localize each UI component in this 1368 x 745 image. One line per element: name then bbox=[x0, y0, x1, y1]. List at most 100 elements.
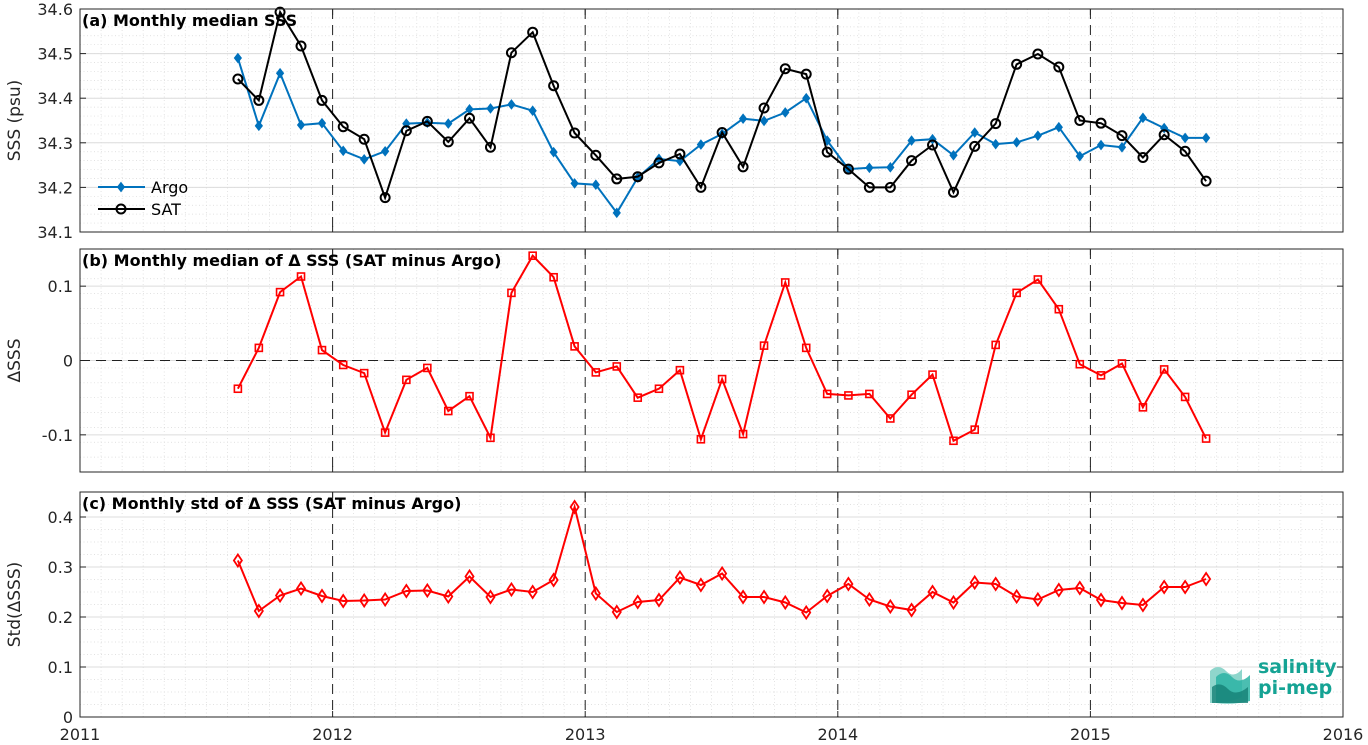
data-point bbox=[1032, 48, 1044, 60]
data-point bbox=[927, 584, 938, 600]
data-point bbox=[1201, 434, 1211, 443]
data-point bbox=[1180, 132, 1190, 144]
data-point bbox=[337, 121, 349, 133]
data-point bbox=[907, 390, 916, 399]
data-point bbox=[907, 135, 916, 146]
data-point bbox=[380, 591, 391, 608]
data-point bbox=[717, 374, 727, 384]
data-point bbox=[928, 370, 937, 379]
y-tick-label-0.1: 0.1 bbox=[48, 658, 73, 677]
data-point bbox=[1201, 132, 1211, 144]
data-point bbox=[1053, 61, 1065, 73]
data-point bbox=[1096, 139, 1106, 151]
data-point bbox=[1054, 304, 1064, 314]
data-point bbox=[296, 272, 306, 281]
data-point bbox=[527, 584, 538, 600]
data-point bbox=[549, 272, 558, 282]
data-point bbox=[591, 368, 601, 377]
data-point bbox=[254, 120, 263, 132]
data-point bbox=[507, 288, 516, 298]
data-point bbox=[906, 602, 917, 618]
waves-icon bbox=[1210, 667, 1250, 704]
data-point bbox=[1138, 403, 1148, 412]
data-point bbox=[886, 414, 895, 423]
panel-1-title: (a) Monthly median SSS bbox=[82, 11, 297, 30]
data-point bbox=[358, 133, 370, 145]
data-point bbox=[338, 593, 349, 609]
data-point bbox=[780, 278, 790, 287]
panel-2-frame bbox=[79, 248, 1344, 473]
y-tick-label-34.2: 34.2 bbox=[37, 178, 73, 197]
data-point bbox=[1180, 579, 1191, 595]
panel-1-ylabel: SSS (psu) bbox=[5, 80, 25, 161]
data-point bbox=[1053, 582, 1064, 598]
data-point bbox=[738, 429, 748, 439]
data-point bbox=[296, 119, 306, 131]
data-point bbox=[1032, 591, 1043, 608]
data-point bbox=[611, 173, 623, 185]
panel-2-ylabel: ΔSSS bbox=[5, 338, 25, 382]
data-point bbox=[443, 588, 454, 605]
data-point bbox=[1054, 121, 1063, 133]
data-point bbox=[949, 149, 958, 161]
y-tick-label-0: 0 bbox=[63, 352, 73, 371]
data-point bbox=[569, 499, 580, 515]
data-point bbox=[654, 384, 664, 394]
data-point bbox=[380, 428, 390, 437]
data-point bbox=[506, 581, 517, 598]
x-tick-label-2011: 2011 bbox=[60, 725, 101, 744]
y-tick-label-34.6: 34.6 bbox=[37, 0, 73, 19]
data-point bbox=[675, 365, 685, 375]
data-point bbox=[802, 92, 811, 104]
data-point bbox=[970, 425, 980, 434]
data-point bbox=[844, 391, 853, 400]
data-point bbox=[591, 179, 600, 191]
data-point bbox=[822, 588, 833, 604]
data-point bbox=[442, 136, 454, 148]
x-tick-label-2013: 2013 bbox=[565, 725, 606, 744]
data-point bbox=[1159, 365, 1169, 374]
data-point bbox=[653, 592, 665, 608]
data-point bbox=[717, 565, 728, 582]
data-point bbox=[316, 588, 328, 604]
data-point bbox=[317, 345, 327, 355]
data-point bbox=[758, 589, 770, 605]
data-point bbox=[338, 360, 348, 370]
data-point bbox=[1095, 117, 1107, 129]
data-point bbox=[1117, 359, 1127, 368]
data-point bbox=[949, 436, 958, 446]
data-point bbox=[443, 406, 453, 416]
data-point bbox=[316, 94, 328, 106]
data-point bbox=[317, 117, 327, 129]
data-point bbox=[339, 145, 348, 157]
data-point bbox=[695, 181, 707, 193]
data-point bbox=[486, 433, 495, 443]
data-point bbox=[233, 52, 243, 64]
data-point bbox=[1158, 129, 1170, 141]
data-point bbox=[1137, 152, 1149, 164]
data-point bbox=[674, 148, 686, 160]
data-point bbox=[970, 127, 979, 138]
data-point bbox=[1200, 175, 1212, 187]
legend-label-sat: SAT bbox=[151, 200, 181, 219]
data-point bbox=[590, 149, 602, 161]
data-point bbox=[507, 99, 516, 110]
data-point bbox=[969, 574, 980, 591]
data-point bbox=[569, 127, 581, 139]
data-point bbox=[632, 171, 644, 183]
data-point bbox=[379, 192, 391, 204]
data-point bbox=[232, 73, 244, 85]
y-tick-label-0.3: 0.3 bbox=[48, 558, 73, 577]
data-point bbox=[1201, 571, 1212, 587]
data-point bbox=[696, 434, 706, 444]
y-tick-label-34.3: 34.3 bbox=[37, 134, 73, 153]
data-point bbox=[1117, 141, 1127, 153]
data-point bbox=[1074, 580, 1085, 596]
data-point bbox=[990, 118, 1002, 130]
legend-marker bbox=[116, 181, 126, 193]
panel-1-frame bbox=[79, 8, 1344, 233]
y-tick-label-0: 0 bbox=[63, 708, 73, 727]
data-point bbox=[696, 139, 706, 150]
data-point bbox=[969, 140, 981, 152]
data-point bbox=[232, 552, 243, 569]
